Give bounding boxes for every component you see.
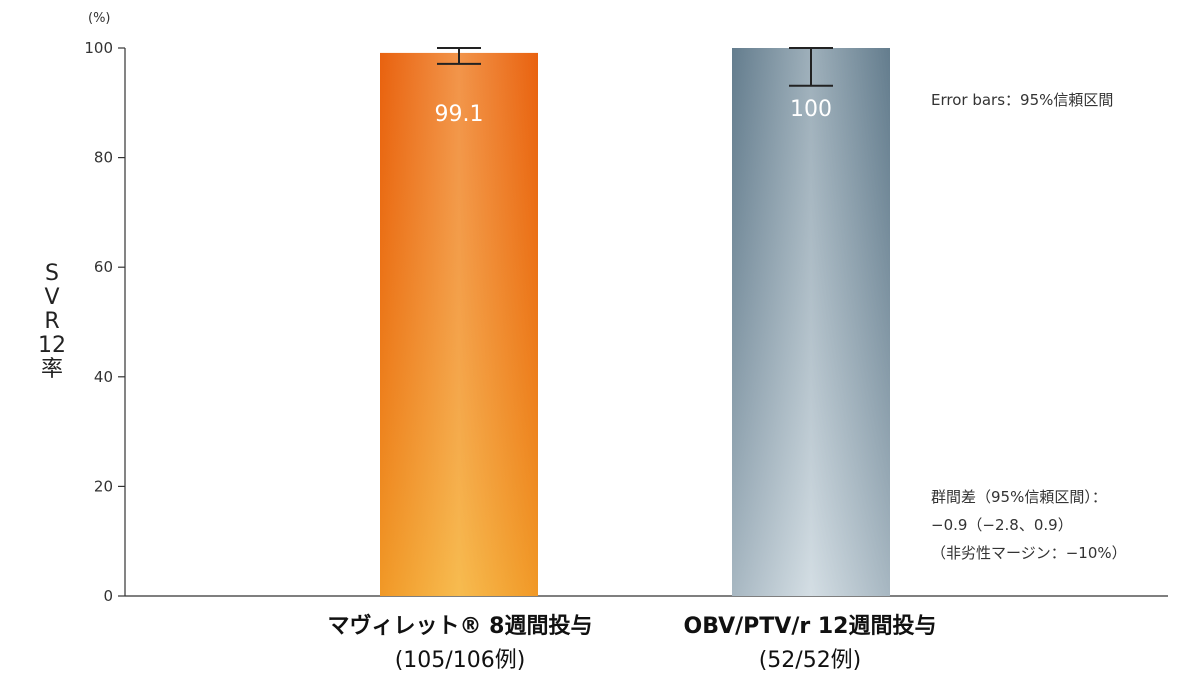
y-tick-label: 0 — [103, 587, 113, 605]
category-name: OBV/PTV/r 12週間投与 — [683, 614, 937, 639]
y-tick-label: 20 — [94, 477, 113, 495]
error-bars-note: Error bars：95%信頼区間 — [931, 91, 1114, 109]
category-label-2: OBV/PTV/r 12週間投与 (52/52例) — [600, 610, 1020, 678]
difference-title: 群間差（95%信頼区間）： — [931, 488, 1107, 506]
y-axis-label-char: 率 — [41, 357, 63, 382]
difference-value: −0.9（−2.8、0.9） — [931, 516, 1073, 534]
category-count: (105/106例) — [394, 648, 526, 673]
category-name: マヴィレット® 8週間投与 — [327, 614, 593, 639]
y-axis-label-char: V — [44, 285, 59, 310]
y-tick-label: 60 — [94, 258, 113, 276]
category-count: (52/52例) — [758, 648, 862, 673]
data-label: 100 — [790, 97, 832, 122]
y-unit-label: (%) — [88, 11, 111, 26]
noninferiority-margin: （非劣性マージン：−10%） — [931, 544, 1127, 562]
bar-shade — [380, 52, 538, 596]
bars: 99.1 100 — [380, 47, 890, 596]
y-axis-label-char: 12 — [38, 333, 66, 358]
y-tick-label: 80 — [94, 149, 113, 167]
y-axis: 0 20 40 60 80 100 — [84, 39, 1168, 605]
y-tick-label: 100 — [84, 39, 113, 57]
bar-shade — [732, 48, 890, 596]
category-label-1: マヴィレット® 8週間投与 (105/106例) — [250, 610, 670, 678]
y-tick-label: 40 — [94, 368, 113, 386]
data-label: 99.1 — [435, 102, 484, 127]
bar-group-1: 99.1 — [380, 47, 538, 596]
y-axis-label-char: S — [45, 261, 59, 286]
bar-group-2: 100 — [732, 47, 890, 596]
y-axis-label-char: R — [44, 309, 59, 334]
